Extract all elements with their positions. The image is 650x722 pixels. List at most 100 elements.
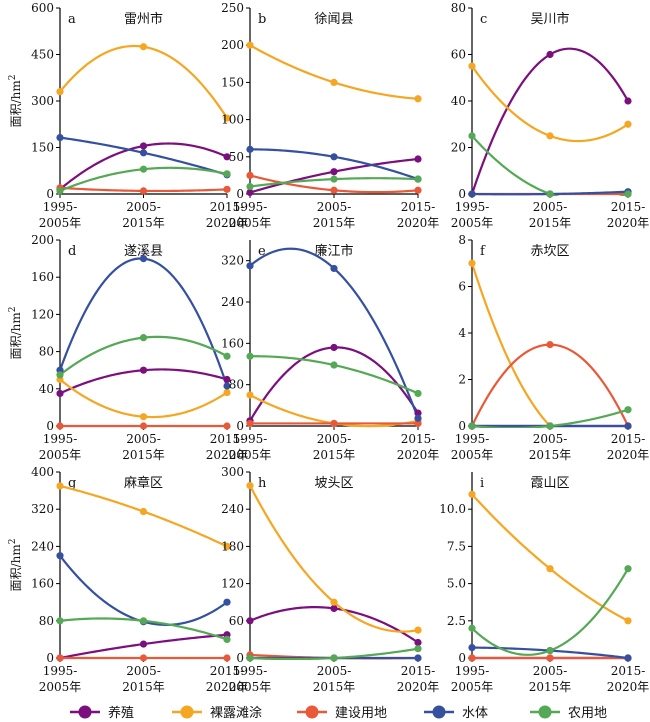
legend-label: 水体 [462, 706, 488, 721]
data-point-裸露滩涂 [246, 41, 254, 49]
x-tick-label: 2005- [317, 432, 352, 446]
x-tick-label: 2005年 [229, 216, 272, 230]
series-line-水体 [59, 555, 228, 626]
panel-letter: i [480, 476, 484, 491]
x-tick-label: 2015年 [529, 448, 572, 462]
data-point-裸露滩涂 [56, 88, 64, 96]
panel-letter: c [480, 12, 487, 27]
data-point-建设用地 [546, 341, 554, 349]
series-line-裸露滩涂 [249, 44, 419, 100]
series-group [471, 493, 629, 660]
series-line-农用地 [471, 568, 629, 656]
x-tick-label: 2015- [210, 664, 245, 678]
y-tick-label: 20 [451, 141, 466, 155]
data-point-裸露滩涂 [56, 482, 64, 490]
y-tick-label: 40 [39, 382, 54, 396]
y-tick-label: 240 [221, 502, 244, 516]
x-tick-label: 2005- [317, 200, 352, 214]
data-point-水体 [624, 422, 632, 430]
legend-label: 养殖 [108, 705, 134, 721]
panel-letter: d [68, 244, 76, 259]
x-tick-label: 2015年 [313, 680, 356, 694]
data-point-养殖 [223, 153, 231, 161]
legend-marker [538, 705, 552, 719]
y-tick-label: 80 [39, 345, 54, 359]
x-tick-label: 2005年 [229, 448, 272, 462]
x-tick-label: 1995- [455, 200, 490, 214]
y-axis-title: 面积/hm2 [8, 307, 23, 360]
data-point-农用地 [330, 361, 338, 369]
panel-letter: e [258, 244, 266, 259]
x-tick-label: 2005年 [451, 448, 494, 462]
x-tick-label: 2015- [401, 200, 436, 214]
y-tick-label: 160 [31, 270, 54, 284]
data-point-裸露滩涂 [414, 626, 422, 634]
y-tick-label: 10.0 [439, 502, 466, 516]
data-point-农用地 [546, 422, 554, 430]
data-point-裸露滩涂 [546, 132, 554, 140]
x-tick-label: 2020年 [607, 216, 650, 230]
data-point-养殖 [330, 168, 338, 176]
series-group [58, 257, 229, 428]
y-tick-label: 150 [31, 141, 54, 155]
y-tick-label: 160 [31, 577, 54, 591]
data-point-农用地 [624, 565, 632, 573]
y-axis-title-main: 面积/hm [9, 544, 23, 592]
y-tick-label: 160 [221, 336, 244, 350]
x-tick-label: 2005- [126, 664, 161, 678]
series-group [249, 485, 419, 660]
panel-title: 遂溪县 [124, 244, 163, 259]
data-point-水体 [139, 255, 148, 263]
x-tick-label: 1995- [233, 200, 268, 214]
data-point-建设用地 [223, 654, 231, 662]
y-tick-label: 320 [221, 254, 244, 268]
y-axis-title: 面积/hm2 [8, 75, 23, 128]
data-point-养殖 [139, 366, 148, 374]
data-point-农用地 [223, 170, 231, 178]
panel-letter: g [68, 476, 76, 491]
y-tick-label: 400 [31, 465, 54, 479]
y-tick-label: 240 [221, 295, 244, 309]
data-point-裸露滩涂 [546, 565, 554, 573]
data-point-农用地 [246, 182, 254, 191]
data-point-农用地 [414, 645, 422, 653]
y-tick-label: 0 [458, 187, 466, 201]
data-point-水体 [414, 654, 422, 662]
data-point-养殖 [56, 389, 64, 398]
data-point-裸露滩涂 [468, 259, 476, 267]
x-tick-label: 2015- [611, 432, 646, 446]
data-point-水体 [246, 262, 254, 270]
data-point-建设用地 [246, 171, 254, 179]
data-point-裸露滩涂 [246, 391, 254, 399]
data-point-建设用地 [139, 422, 148, 430]
series-line-建设用地 [471, 343, 629, 427]
x-tick-label: 1995- [455, 664, 490, 678]
data-point-裸露滩涂 [414, 95, 422, 103]
panel-letter: h [258, 476, 267, 491]
data-point-农用地 [246, 654, 254, 662]
x-tick-label: 1995- [43, 432, 78, 446]
x-tick-label: 1995- [233, 432, 268, 446]
series-group [249, 247, 420, 428]
legend-label: 裸露滩涂 [210, 705, 262, 721]
panel-title: 徐闻县 [314, 12, 353, 27]
x-tick-label: 1995- [43, 200, 78, 214]
data-point-农用地 [468, 132, 476, 140]
y-tick-label: 80 [451, 1, 466, 15]
data-point-建设用地 [414, 186, 422, 194]
y-tick-label: 240 [31, 539, 54, 553]
panel-b: 0 50 100 150 200 250 1995- 2005年 2005- 2015年 2015-… [221, 1, 439, 230]
panel-c: 0 20 40 60 80 1995- 2005年 2005- 2015年 2015- 2020年 c… [451, 1, 650, 230]
data-point-农用地 [139, 334, 148, 342]
data-point-建设用地 [223, 422, 231, 430]
panel-title: 廉江市 [314, 243, 353, 259]
y-tick-label: 60 [229, 614, 244, 628]
data-point-水体 [246, 145, 254, 153]
legend-label: 建设用地 [335, 706, 387, 721]
y-axis-title-sup: 2 [8, 75, 18, 81]
data-point-农用地 [546, 190, 554, 198]
x-tick-label: 2005- [126, 432, 161, 446]
panel-d: 0 40 80 120 160 200 1995- 2005年 2005- 2015年 2015- 2… [31, 233, 248, 462]
data-point-裸露滩涂 [624, 617, 632, 625]
